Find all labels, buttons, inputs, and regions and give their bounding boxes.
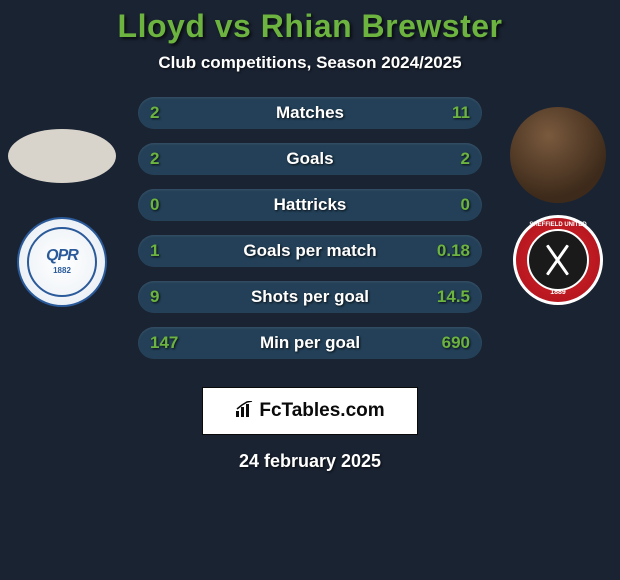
sheffield-badge-inner	[527, 229, 589, 291]
subtitle: Club competitions, Season 2024/2025	[0, 53, 620, 73]
stat-right-value: 0.18	[437, 241, 470, 261]
stat-row-min-per-goal: 147 Min per goal 690	[138, 327, 482, 359]
stat-row-hattricks: 0 Hattricks 0	[138, 189, 482, 221]
qpr-badge-year: 1882	[53, 266, 71, 275]
comparison-card: Lloyd vs Rhian Brewster Club competition…	[0, 0, 620, 472]
stat-row-matches: 2 Matches 11	[138, 97, 482, 129]
page-title: Lloyd vs Rhian Brewster	[0, 8, 620, 45]
stat-row-goals: 2 Goals 2	[138, 143, 482, 175]
stat-row-goals-per-match: 1 Goals per match 0.18	[138, 235, 482, 267]
chart-icon	[235, 401, 255, 422]
qpr-badge-text: QPR	[46, 249, 78, 263]
date-text: 24 february 2025	[0, 451, 620, 472]
player-left-photo	[8, 129, 116, 183]
stat-label: Goals per match	[138, 241, 482, 261]
attribution-text: FcTables.com	[259, 400, 384, 422]
stat-right-value: 0	[461, 195, 470, 215]
stat-label: Matches	[138, 103, 482, 123]
left-player-column: QPR 1882	[0, 97, 120, 307]
qpr-badge-inner: QPR 1882	[27, 227, 97, 297]
stat-label: Shots per goal	[138, 287, 482, 307]
swords-icon	[538, 240, 578, 280]
attribution-badge: FcTables.com	[202, 387, 418, 435]
player-left-club-badge: QPR 1882	[17, 217, 107, 307]
stat-right-value: 11	[452, 103, 470, 123]
sheffield-year: 1889	[550, 289, 566, 296]
stats-column: 2 Matches 11 2 Goals 2 0 Hattricks 0 1 G…	[120, 97, 500, 373]
stat-label: Min per goal	[138, 333, 482, 353]
stat-right-value: 2	[461, 149, 470, 169]
stat-label: Goals	[138, 149, 482, 169]
sheffield-text: SHEFFIELD UNITED	[516, 222, 600, 228]
stat-row-shots-per-goal: 9 Shots per goal 14.5	[138, 281, 482, 313]
player-right-club-badge: SHEFFIELD UNITED 1889	[513, 215, 603, 305]
stat-right-value: 690	[442, 333, 470, 353]
main-row: QPR 1882 2 Matches 11 2 Goals 2 0 Hattri…	[0, 97, 620, 373]
stat-label: Hattricks	[138, 195, 482, 215]
stat-right-value: 14.5	[437, 287, 470, 307]
right-player-column: SHEFFIELD UNITED 1889	[500, 97, 620, 305]
player-right-photo	[510, 107, 606, 203]
